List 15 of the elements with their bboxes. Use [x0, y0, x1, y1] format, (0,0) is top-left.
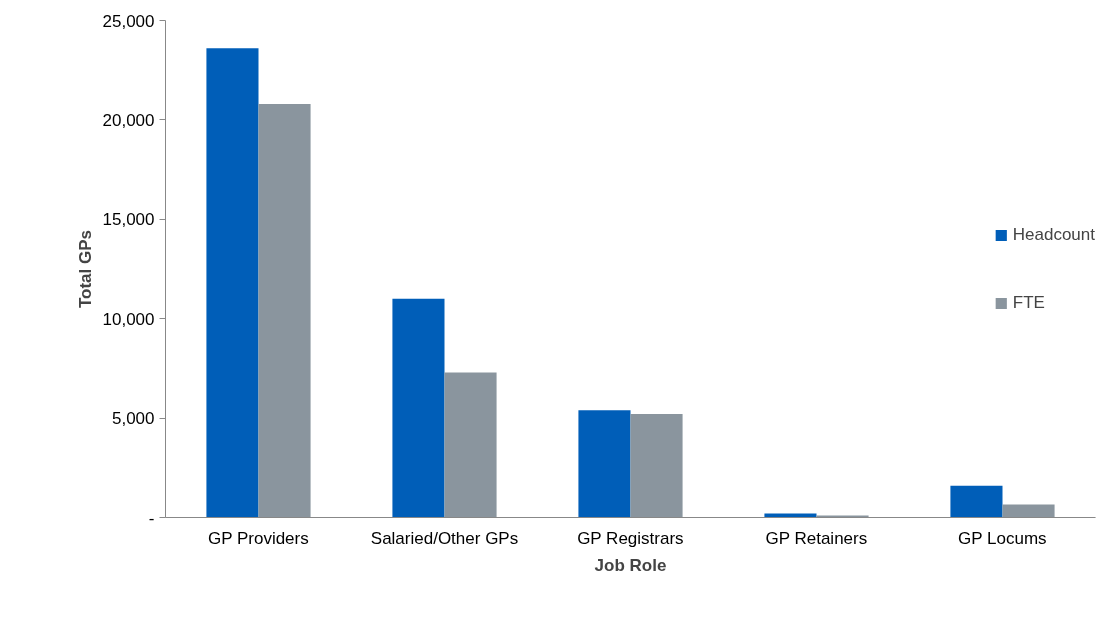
x-axis-title: Job Role	[594, 555, 667, 575]
x-tick-label: GP Retainers	[765, 528, 868, 548]
legend-label: FTE	[1012, 292, 1045, 313]
x-tick-label: GP Locums	[958, 528, 1047, 548]
y-tick-label: 25,000	[102, 11, 155, 31]
x-tick-label: Salaried/Other GPs	[370, 528, 519, 548]
x-tick-label: GP Registrars	[577, 528, 684, 548]
x-tick-label: GP Providers	[207, 528, 309, 548]
y-tick-label: -	[148, 508, 155, 528]
y-tick-label: 20,000	[102, 110, 155, 130]
y-tick-label: 15,000	[102, 210, 155, 230]
y-tick-label: 5,000	[111, 409, 155, 429]
y-axis-title: Total GPs	[75, 229, 95, 309]
y-tick-label: 10,000	[102, 309, 155, 329]
legend-label: Headcount	[1012, 224, 1095, 245]
